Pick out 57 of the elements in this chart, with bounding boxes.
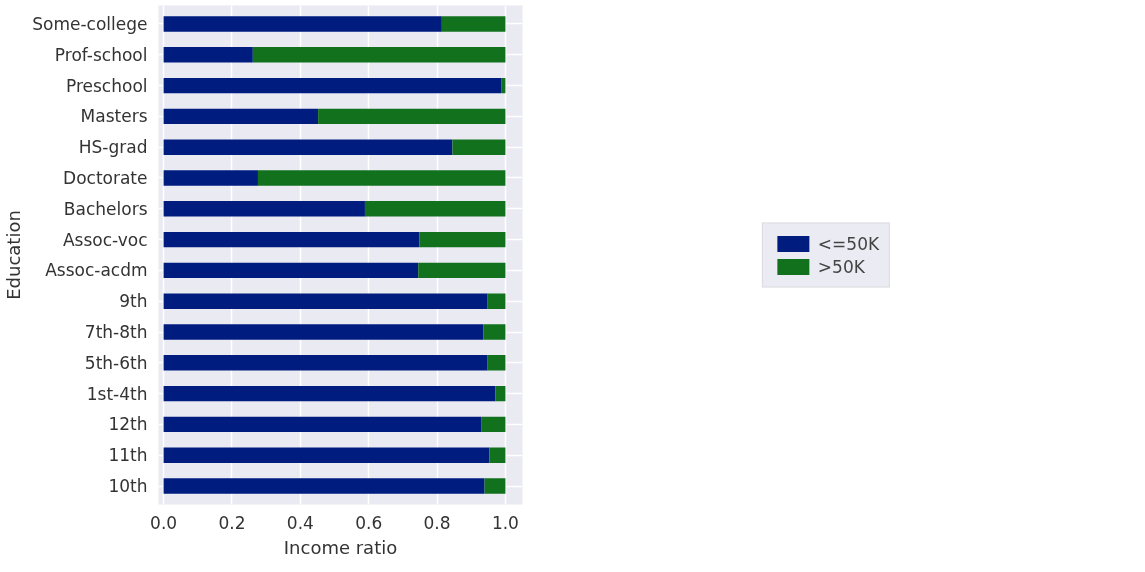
bar xyxy=(252,47,506,63)
y-axis-title: Education xyxy=(3,210,25,300)
bar xyxy=(487,293,506,309)
bar xyxy=(163,385,496,402)
bar xyxy=(483,324,506,340)
bar xyxy=(489,447,506,463)
y-tick-label: Doctorate xyxy=(63,167,148,188)
bar xyxy=(419,231,506,248)
bar xyxy=(418,262,506,279)
bar xyxy=(163,77,502,94)
bar xyxy=(364,201,506,217)
bar xyxy=(163,416,482,433)
x-tick-label: 0.4 xyxy=(286,512,314,533)
bar xyxy=(163,478,485,494)
bar xyxy=(163,355,488,371)
y-tick-label: Prof-school xyxy=(54,44,148,65)
bar xyxy=(163,293,488,309)
bar xyxy=(163,201,365,217)
bar xyxy=(163,108,319,125)
bar xyxy=(163,324,484,340)
bar xyxy=(163,16,442,32)
bar xyxy=(163,47,253,63)
x-tick-label: 0.2 xyxy=(218,512,246,533)
y-tick-label: 7th-8th xyxy=(84,322,148,343)
legend-label: >50K xyxy=(817,256,865,276)
y-tick-label: Masters xyxy=(80,106,148,127)
y-tick-label: Bachelors xyxy=(63,198,148,219)
bar xyxy=(487,355,506,371)
y-tick-label: Some-college xyxy=(32,13,148,34)
bar xyxy=(484,478,506,494)
bar xyxy=(318,108,506,125)
y-tick-label: Assoc-voc xyxy=(62,229,148,250)
bar xyxy=(257,170,506,186)
y-tick-label: Preschool xyxy=(65,75,148,96)
y-tick-label: 10th xyxy=(108,476,148,497)
bar xyxy=(163,231,420,248)
y-tick-label: 9th xyxy=(119,291,148,312)
x-tick-label: 1.0 xyxy=(491,512,519,533)
bar xyxy=(163,262,419,279)
bar xyxy=(163,447,490,463)
y-tick-label: 1st-4th xyxy=(86,383,148,404)
y-tick-label: 5th-6th xyxy=(84,352,148,373)
legend-label: <=50K xyxy=(817,233,880,253)
bar xyxy=(495,385,506,402)
x-tick-label: 0.0 xyxy=(150,512,178,533)
bar xyxy=(481,416,506,433)
bar xyxy=(163,139,453,155)
bar xyxy=(441,16,506,32)
y-tick-label: HS-grad xyxy=(78,137,148,158)
x-tick-label: 0.8 xyxy=(423,512,451,533)
bar xyxy=(452,139,506,155)
x-tick-label: 0.6 xyxy=(355,512,383,533)
y-tick-label: Assoc-acdm xyxy=(45,260,148,281)
y-tick-label: 12th xyxy=(108,414,148,435)
x-axis-title: Income ratio xyxy=(283,536,398,558)
y-tick-label: 11th xyxy=(108,445,148,466)
bar xyxy=(163,170,258,186)
